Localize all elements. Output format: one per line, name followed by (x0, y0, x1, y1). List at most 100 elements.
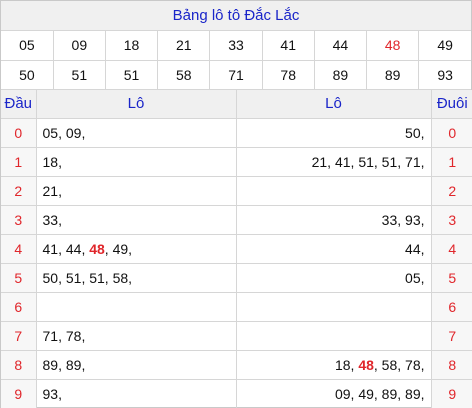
lo-left-cell: 18, (36, 147, 237, 177)
loto-row: 5 50, 51, 51, 58, 05, 5 (1, 263, 472, 293)
number-cell: 93 (418, 60, 471, 90)
lo-number: 93 (42, 386, 59, 403)
lo-number: 41 (334, 154, 351, 170)
number-cell: 48 (366, 31, 420, 61)
duoi-digit: 8 (431, 350, 472, 380)
board-title: Bảng lô tô Đắc Lắc (1, 1, 471, 31)
number-cell: 50 (1, 60, 54, 90)
duoi-digit: 3 (431, 205, 472, 235)
dau-digit: 0 (1, 118, 37, 148)
number-cell: 21 (157, 31, 211, 61)
lo-number: 58 (381, 357, 398, 373)
header-lo-left: Lô (36, 89, 237, 119)
lo-number: 89 (42, 357, 59, 373)
number-cell: 71 (209, 60, 263, 90)
lo-number: 49 (112, 241, 129, 257)
number-cell: 33 (209, 31, 263, 61)
dau-digit: 6 (1, 292, 37, 322)
lo-number: 33 (381, 212, 398, 228)
number-cell: 41 (262, 31, 315, 61)
dau-digit: 8 (1, 350, 37, 380)
lo-right-cell: 05, (236, 263, 432, 293)
loto-row: 3 33, 33, 93, 3 (1, 205, 472, 235)
lo-left-cell: 50, 51, 51, 58, (36, 263, 237, 293)
lo-right-cell: 33, 93, (236, 205, 432, 235)
dau-digit: 5 (1, 263, 37, 293)
lo-number: 21 (42, 183, 59, 199)
lo-number: 71 (42, 328, 59, 344)
lo-right-cell: 18, 48, 58, 78, (236, 350, 432, 380)
lo-left-cell: 71, 78, (36, 321, 237, 351)
dau-digit: 3 (1, 205, 37, 235)
lo-number: 21 (311, 154, 328, 170)
header-duoi: Đuôi (431, 89, 472, 119)
lo-left-cell: 89, 89, (36, 350, 237, 380)
lo-right-cell: 44, (236, 234, 432, 264)
lo-number: 50 (42, 270, 59, 286)
number-cell: 51 (105, 60, 159, 90)
loto-row: 9 93, 09, 49, 89, 89, 9 (1, 379, 472, 408)
lo-right-cell: 21, 41, 51, 51, 71, (236, 147, 432, 177)
lo-left-cell: 41, 44, 48, 49, (36, 234, 237, 264)
duoi-digit: 6 (431, 292, 472, 322)
lo-number: 49 (358, 386, 374, 403)
loto-row: 0 05, 09, 50, 0 (1, 118, 472, 148)
number-cell: 51 (53, 60, 106, 90)
number-row: 50 51 51 58 71 78 89 89 93 (1, 60, 471, 90)
number-cell: 44 (314, 31, 368, 61)
lo-number: 09 (65, 125, 82, 141)
lo-number: 93 (405, 212, 421, 228)
lo-number: 89 (381, 386, 398, 403)
lo-number: 41 (42, 241, 59, 257)
number-cell: 78 (262, 60, 315, 90)
lo-left-cell (36, 292, 237, 322)
lo-number: 58 (112, 270, 129, 286)
lo-number: 78 (405, 357, 421, 373)
dau-digit: 7 (1, 321, 37, 351)
duoi-digit: 4 (431, 234, 472, 264)
lo-number: 50 (405, 125, 421, 141)
lo-right-cell (236, 292, 432, 322)
dau-digit: 1 (1, 147, 37, 177)
loto-row: 2 21, 2 (1, 176, 472, 206)
lo-number: 05 (405, 270, 421, 286)
loto-row: 4 41, 44, 48, 49, 44, 4 (1, 234, 472, 264)
lo-right-cell (236, 321, 432, 351)
lo-number: 05 (42, 125, 59, 141)
lo-number: 44 (405, 241, 421, 257)
duoi-digit: 1 (431, 147, 472, 177)
number-row: 05 09 18 21 33 41 44 48 49 (1, 31, 471, 61)
lo-right-cell (236, 176, 432, 206)
lo-left-cell: 05, 09, (36, 118, 237, 148)
loto-row: 8 89, 89, 18, 48, 58, 78, 8 (1, 350, 472, 380)
lo-number: 09 (334, 386, 351, 403)
lo-number: 89 (405, 386, 421, 403)
duoi-digit: 0 (431, 118, 472, 148)
lo-right-cell: 50, (236, 118, 432, 148)
duoi-digit: 2 (431, 176, 472, 206)
lo-right-cell: 09, 49, 89, 89, (236, 379, 432, 408)
dau-digit: 2 (1, 176, 37, 206)
lo-number: 51 (381, 154, 398, 170)
lo-number: 44 (65, 241, 82, 257)
number-cell: 05 (1, 31, 54, 61)
lo-number: 18 (42, 154, 59, 170)
lo-number: 33 (42, 212, 59, 228)
lo-number: 89 (65, 357, 82, 373)
lo-number: 48 (89, 241, 105, 257)
number-cell: 49 (418, 31, 471, 61)
duoi-digit: 9 (431, 379, 472, 408)
dau-digit: 9 (1, 379, 37, 408)
lo-number: 48 (358, 357, 374, 373)
number-cell: 89 (366, 60, 420, 90)
lo-left-cell: 93, (36, 379, 237, 408)
number-cell: 09 (53, 31, 106, 61)
lo-number: 71 (405, 154, 421, 170)
number-cell: 58 (157, 60, 211, 90)
loto-header-row: Đầu Lô Lô Đuôi (1, 89, 472, 119)
number-cell: 18 (105, 31, 159, 61)
lo-number: 18 (334, 357, 351, 373)
number-cell: 89 (314, 60, 368, 90)
